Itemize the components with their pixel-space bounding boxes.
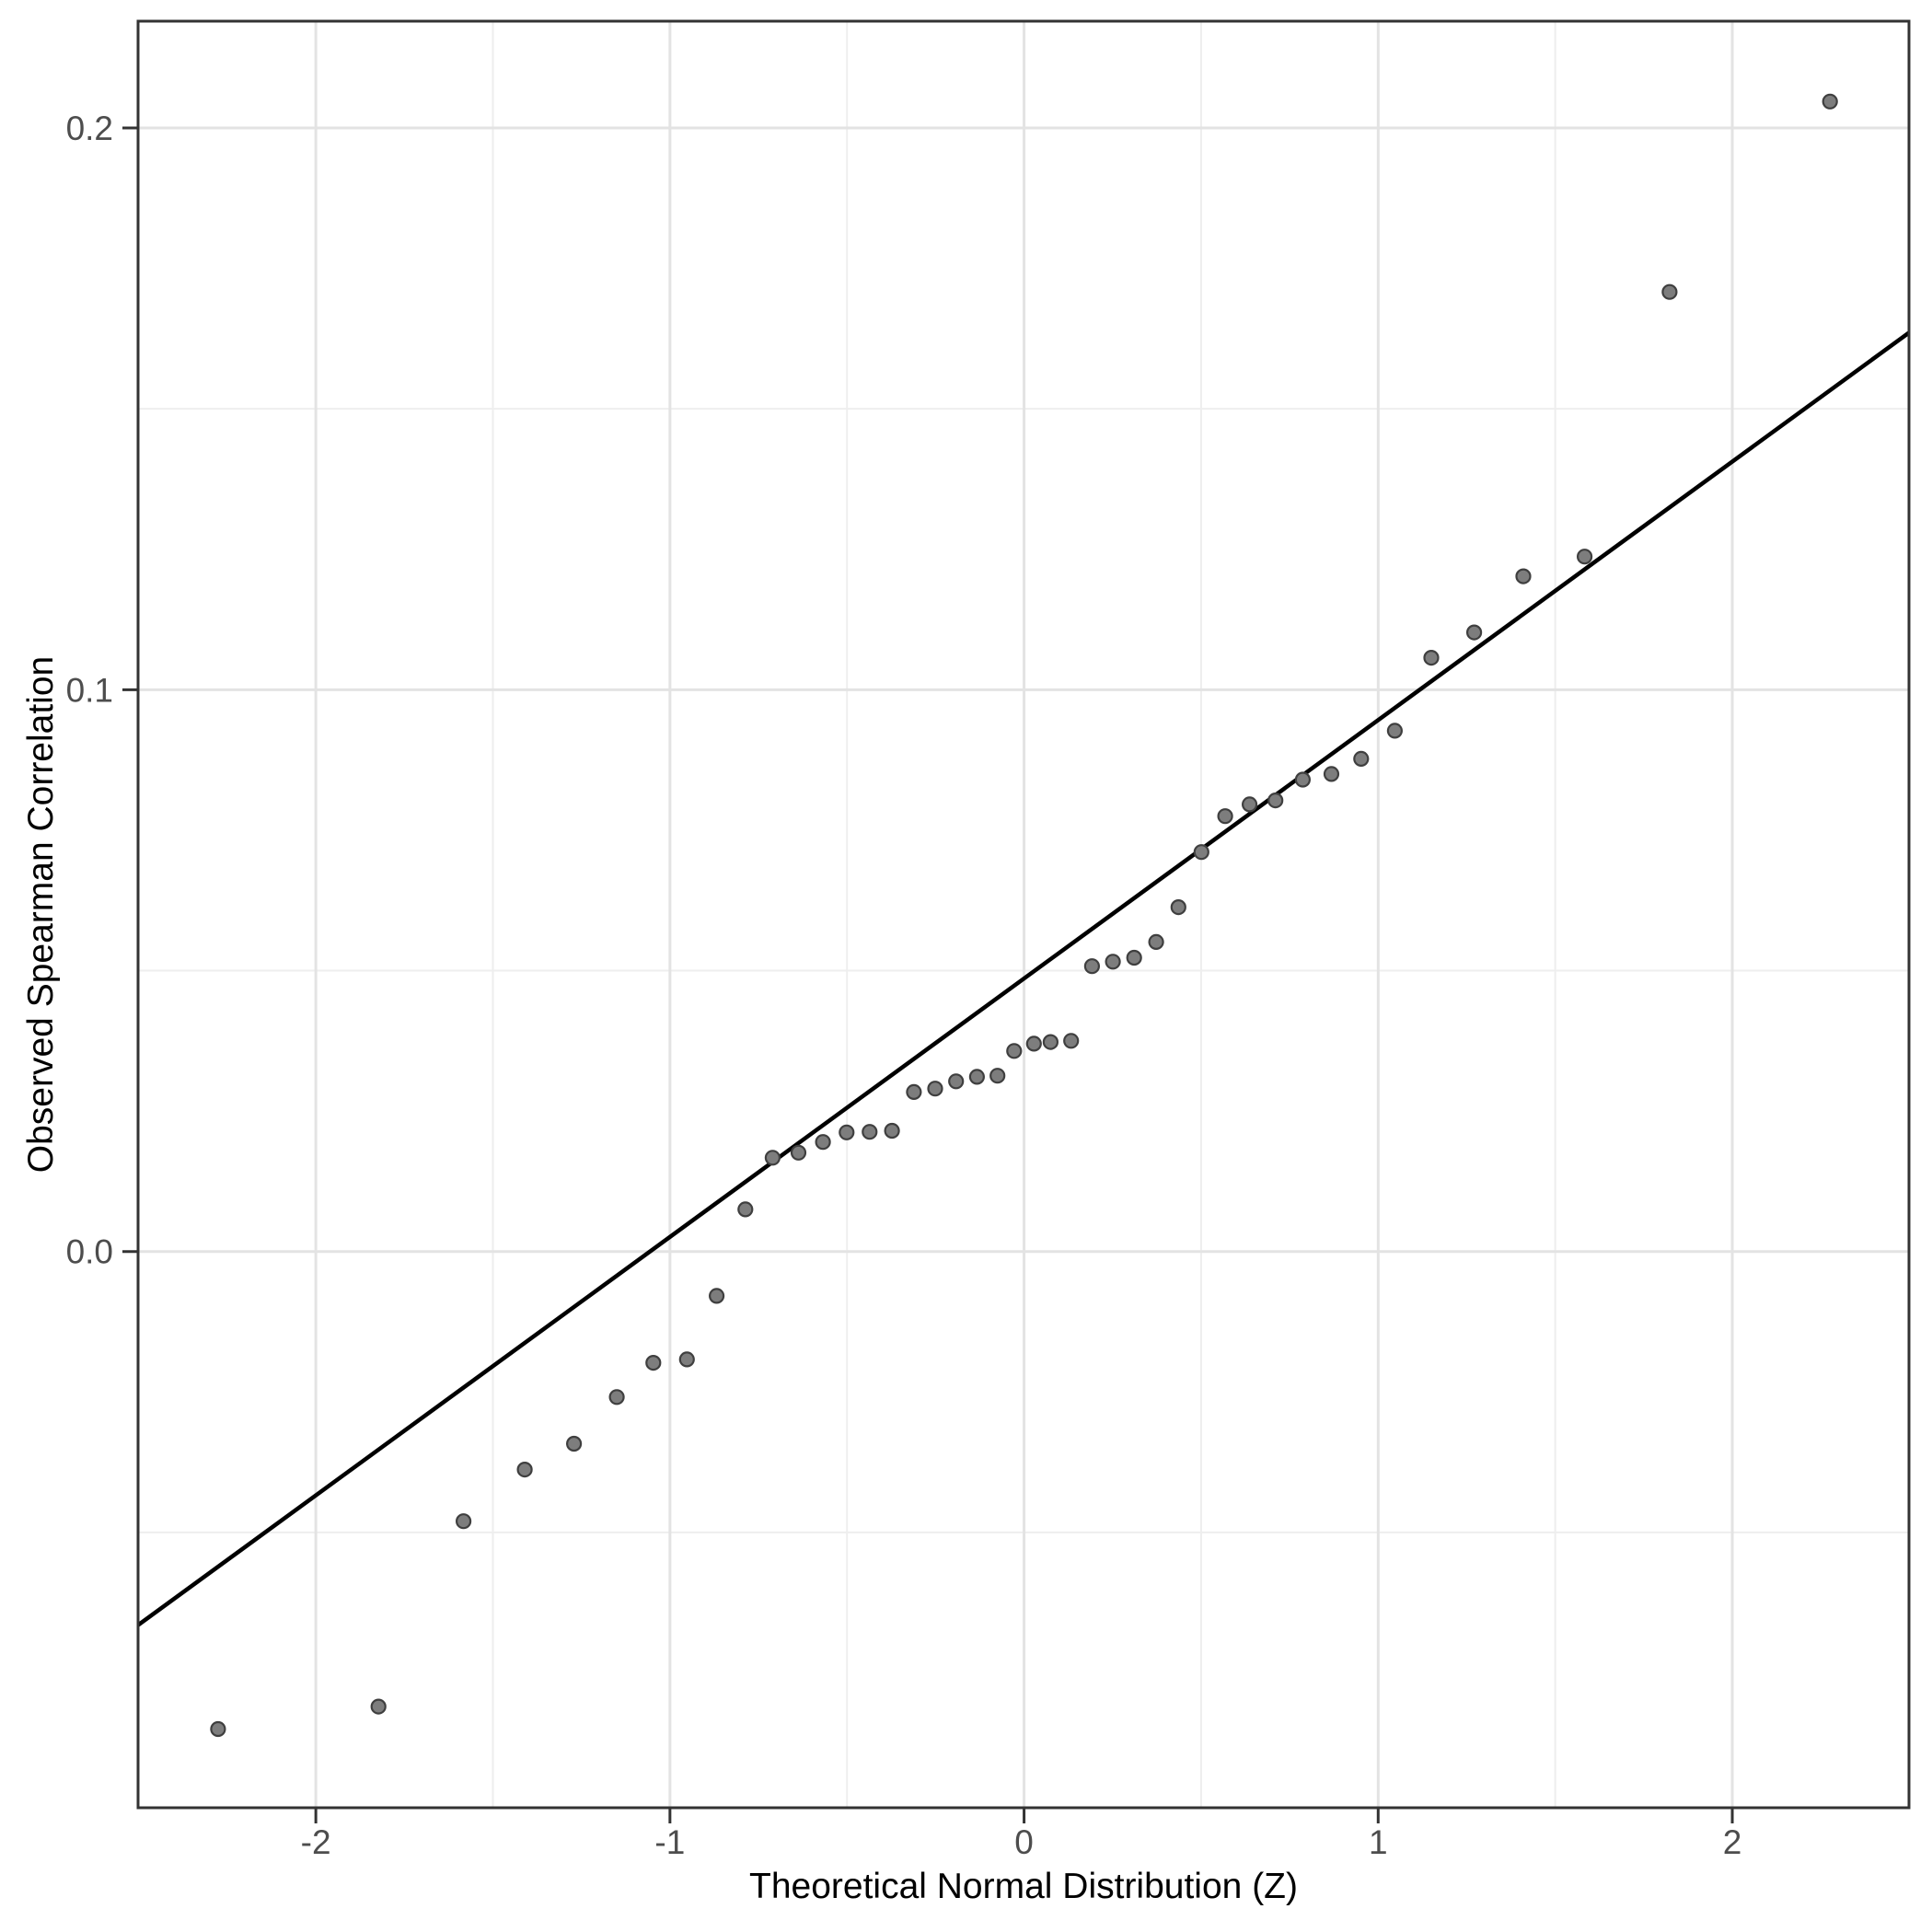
x-tick-label: 0 [1014,1823,1034,1861]
data-point [1241,796,1258,813]
data-point [1661,283,1678,300]
data-point [645,1354,662,1371]
data-point [1083,958,1101,975]
data-point [989,1068,1006,1084]
data-point [1025,1035,1042,1052]
y-tick-label: 0.0 [66,1233,113,1271]
major-gridlines [138,21,1909,1808]
data-point [1170,898,1186,916]
y-axis-title: Observed Spearman Correlation [21,656,61,1173]
x-tick-label: 2 [1723,1823,1742,1861]
qq-reference-line [138,330,1909,1627]
y-axis-tick-marks [122,126,138,1254]
data-points [210,93,1838,1738]
data-point [1294,771,1312,788]
data-point [862,1124,878,1140]
y-axis-tick-labels: 0.2 0.1 0.0 [66,110,113,1271]
data-point [708,1288,725,1304]
data-point [678,1351,695,1368]
x-tick-label: -1 [654,1823,685,1861]
data-point [1063,1033,1080,1049]
data-point [948,1073,965,1090]
data-point [815,1134,831,1151]
data-point [1193,844,1209,861]
data-point [764,1150,781,1166]
data-point [1323,766,1340,782]
data-point [737,1201,754,1218]
x-tick-label: -2 [301,1823,331,1861]
data-point [456,1513,472,1530]
data-point [1148,933,1164,951]
data-point [370,1698,387,1715]
data-point [565,1435,583,1452]
data-point [1822,93,1838,110]
data-point [927,1081,943,1097]
data-point [1386,723,1404,739]
data-point [1423,649,1440,666]
x-axis-title: Theoretical Normal Distribution (Z) [749,1867,1298,1906]
data-point [884,1122,900,1140]
data-point [1353,750,1370,768]
data-point [1267,792,1284,809]
data-point [1465,624,1483,641]
data-point [1515,568,1532,584]
data-point [1105,954,1121,970]
data-point [210,1720,226,1738]
data-point [790,1144,807,1161]
data-point [1217,808,1233,825]
data-point [839,1124,855,1140]
y-tick-label: 0.2 [66,110,113,147]
y-tick-label: 0.1 [66,671,113,709]
data-point [1042,1034,1059,1050]
data-point [906,1083,922,1101]
x-axis-tick-labels: -2 -1 0 1 2 [301,1823,1742,1861]
data-point [1126,949,1142,966]
x-tick-label: 1 [1369,1823,1388,1861]
data-point [1576,549,1593,565]
data-point [1006,1043,1023,1059]
x-axis-tick-marks [314,1808,1734,1823]
data-point [968,1069,986,1085]
data-point [608,1389,625,1406]
data-point [516,1461,533,1478]
